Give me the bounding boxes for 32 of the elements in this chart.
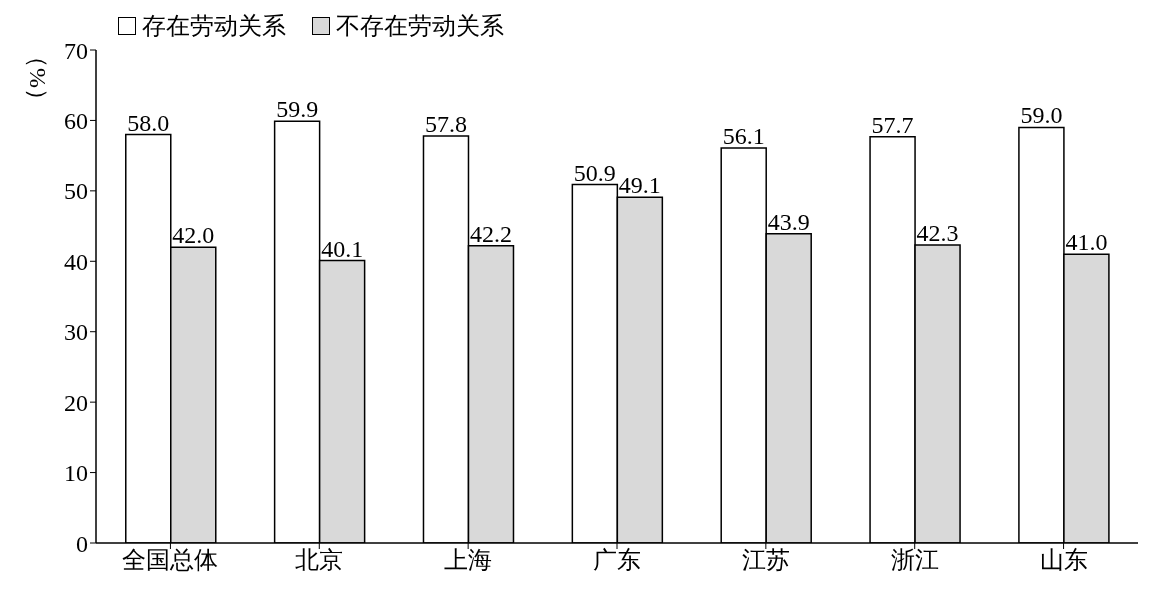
data-label: 49.1 [618, 172, 661, 199]
y-tick-label: 60 [64, 107, 88, 134]
data-label: 57.8 [424, 110, 467, 137]
x-tick-label: 山东 [1039, 547, 1088, 574]
x-tick-label: 浙江 [890, 547, 939, 574]
data-label: 57.7 [871, 111, 914, 138]
y-tick-label: 20 [64, 389, 88, 416]
data-label: 56.1 [722, 122, 765, 149]
y-tick-label: 40 [64, 248, 88, 275]
x-tick-label: 北京 [295, 547, 344, 574]
data-label: 58.0 [127, 109, 170, 136]
y-tick-label: 70 [64, 37, 88, 64]
y-axis-title: （%） [25, 44, 51, 112]
legend-label: 存在劳动关系 [141, 12, 286, 41]
data-label: 59.0 [1020, 102, 1063, 129]
x-tick-label: 上海 [444, 547, 493, 574]
data-label: 42.0 [172, 222, 215, 249]
y-tick-label: 10 [64, 460, 88, 487]
data-label: 43.9 [767, 208, 810, 235]
legend-label: 不存在劳动关系 [335, 12, 504, 41]
y-tick-label: 50 [64, 178, 88, 205]
y-tick-label: 30 [64, 319, 88, 346]
data-label: 40.1 [321, 235, 364, 262]
data-label: 50.9 [573, 159, 616, 186]
x-tick-label: 广东 [593, 547, 641, 574]
data-label: 59.9 [276, 96, 319, 123]
x-tick-label: 全国总体 [122, 547, 219, 574]
data-label: 42.2 [469, 220, 512, 247]
y-tick-label: 0 [76, 530, 88, 557]
x-tick-label: 江苏 [741, 547, 790, 574]
data-label: 41.0 [1065, 229, 1108, 256]
data-label: 42.3 [916, 220, 959, 247]
